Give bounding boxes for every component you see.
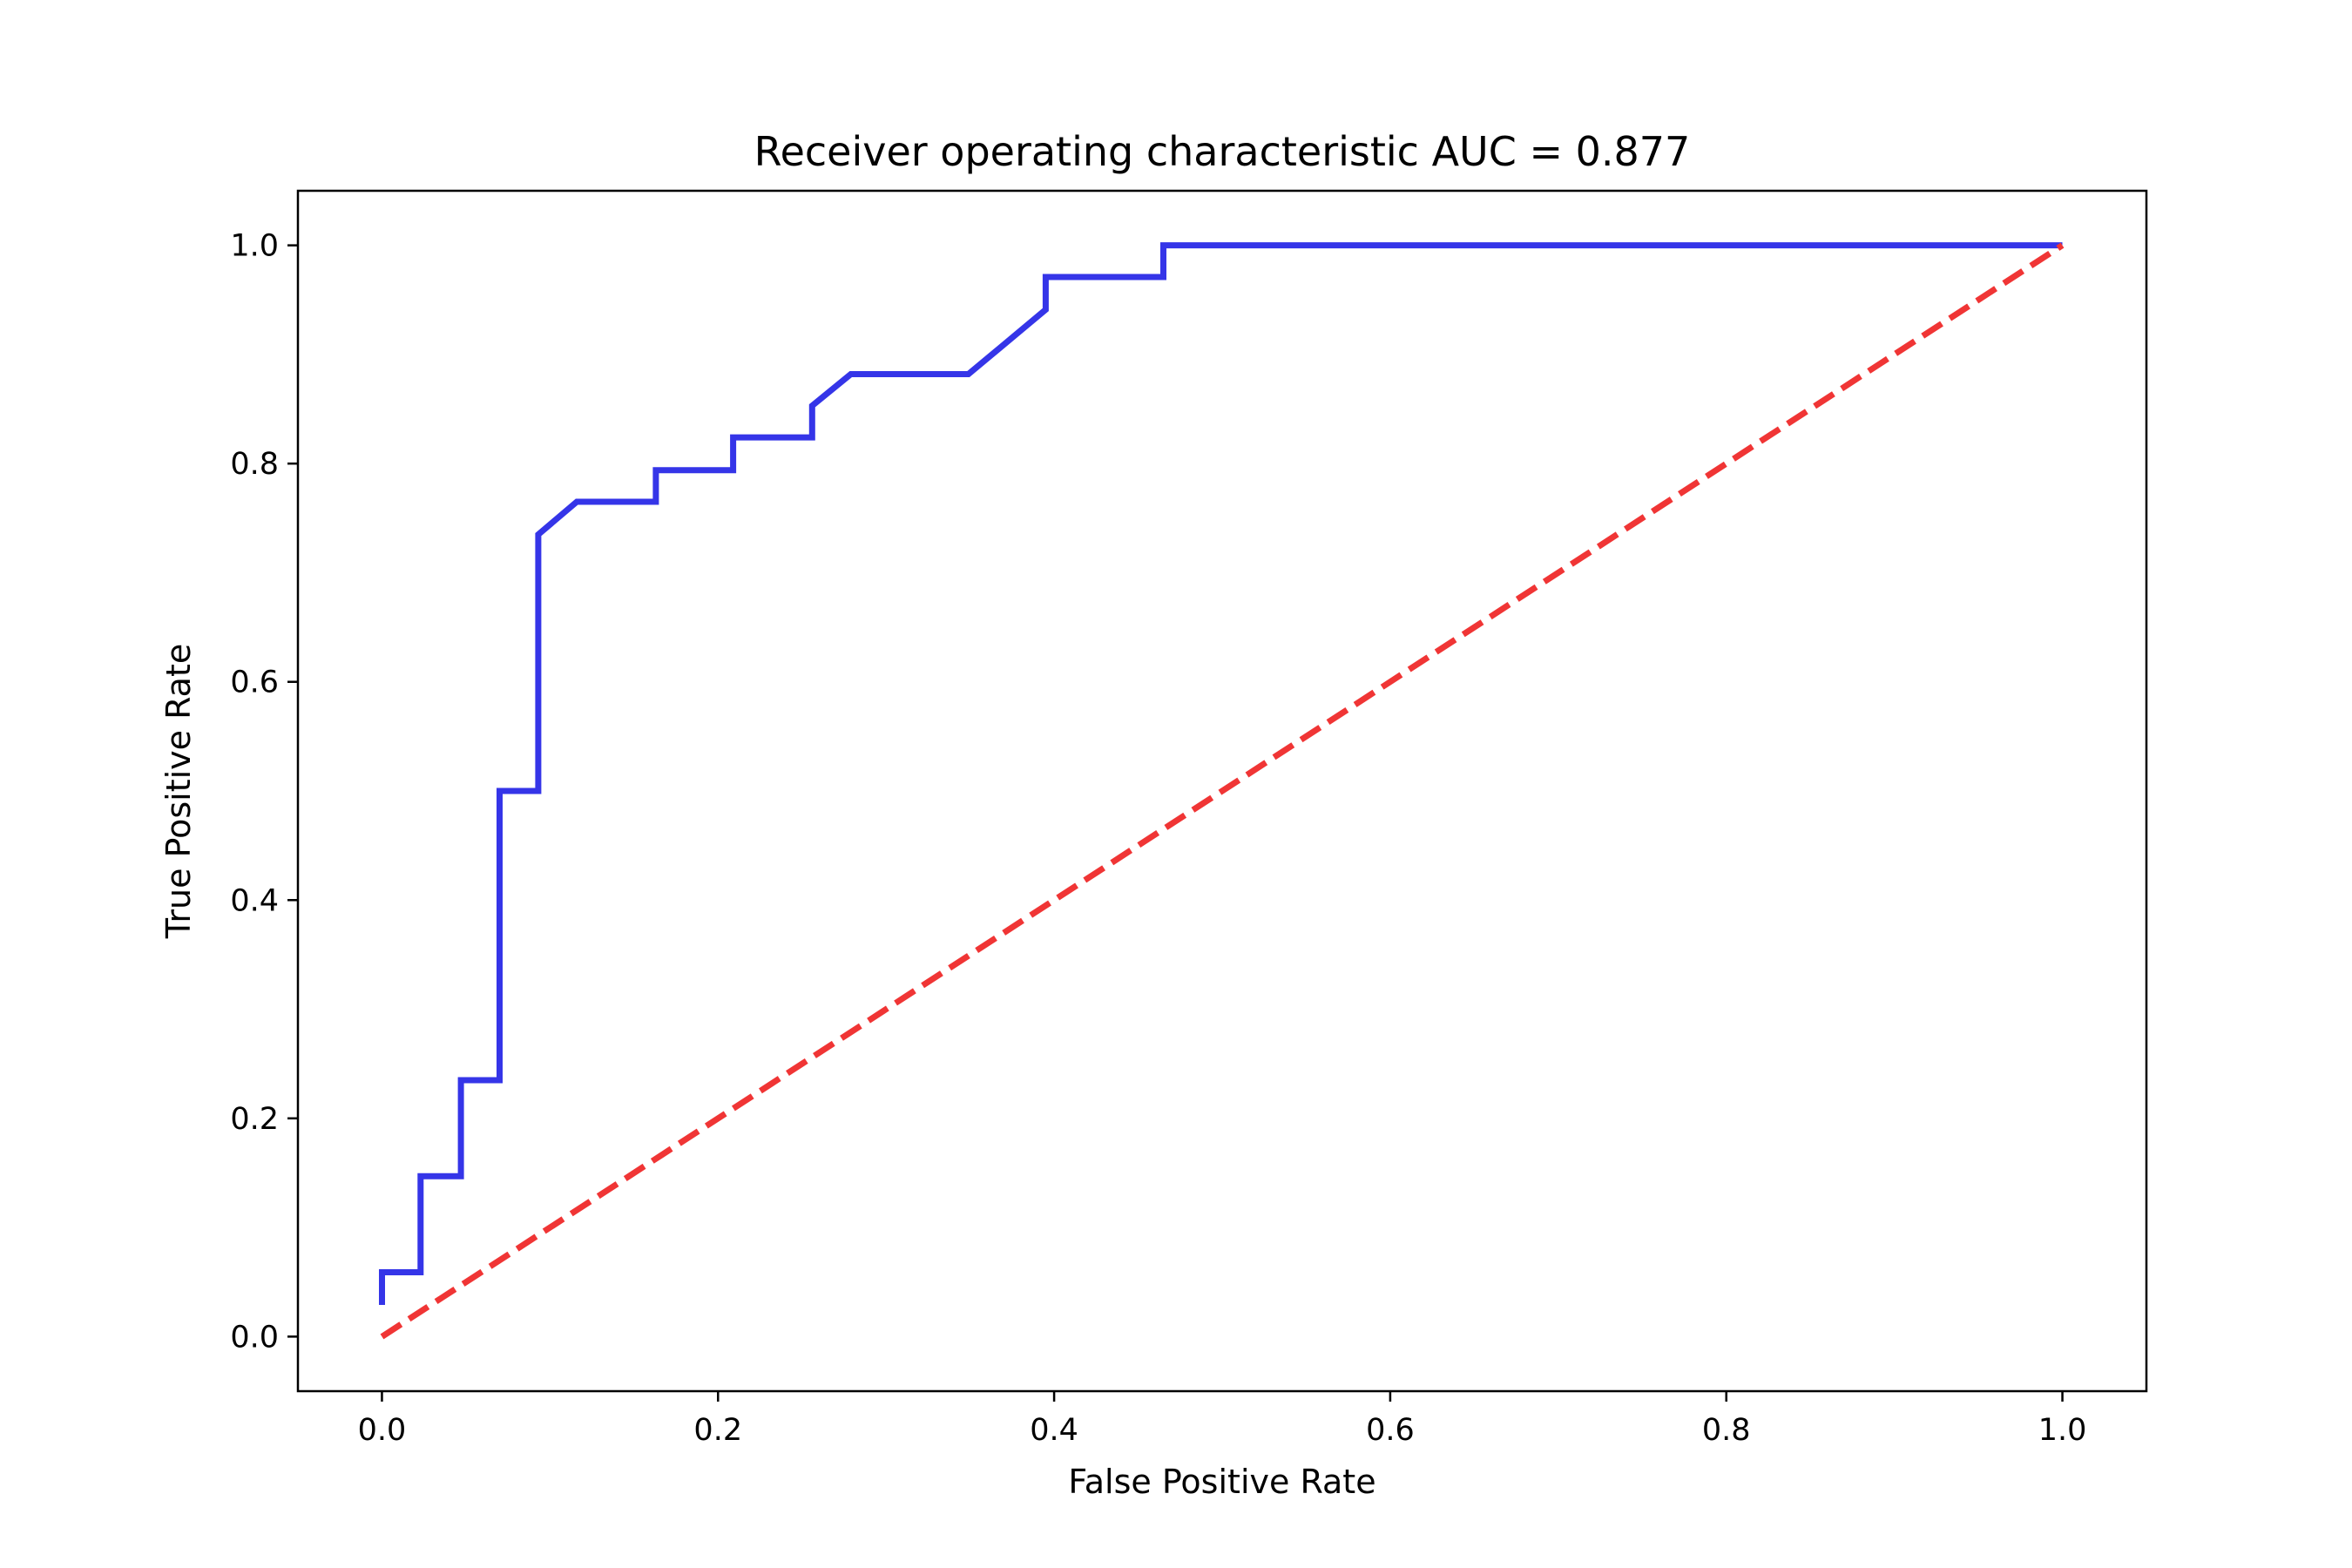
series-layer bbox=[379, 242, 2065, 1340]
x-tick-label: 0.8 bbox=[1702, 1413, 1751, 1448]
y-tick-label: 1.0 bbox=[230, 229, 279, 264]
x-tick-label: 0.4 bbox=[1030, 1413, 1078, 1448]
y-tick-label: 0.2 bbox=[230, 1102, 279, 1137]
y-tick-label: 0.6 bbox=[230, 666, 279, 700]
chance-diagonal-line bbox=[380, 242, 2065, 1340]
y-tick-label: 0.0 bbox=[230, 1320, 279, 1355]
x-tick-label: 0.2 bbox=[693, 1413, 742, 1448]
chart-title: Receiver operating characteristic AUC = … bbox=[754, 128, 1691, 175]
y-axis-ticks: 0.0 0.2 0.4 0.6 0.8 1.0 bbox=[230, 229, 298, 1355]
x-axis-label: False Positive Rate bbox=[1068, 1463, 1375, 1501]
axes-frame bbox=[296, 189, 2148, 1393]
x-tick-label: 0.0 bbox=[358, 1413, 407, 1448]
plot-area bbox=[296, 189, 2148, 1393]
y-tick-label: 0.8 bbox=[230, 447, 279, 482]
y-tick-label: 0.4 bbox=[230, 883, 279, 918]
x-tick-label: 1.0 bbox=[2038, 1413, 2087, 1448]
y-axis-label: True Positive Rate bbox=[159, 644, 198, 940]
roc-curve-line bbox=[379, 242, 2063, 1305]
x-axis-ticks: 0.0 0.2 0.4 0.6 0.8 1.0 bbox=[358, 1391, 2087, 1448]
x-tick-label: 0.6 bbox=[1366, 1413, 1415, 1448]
